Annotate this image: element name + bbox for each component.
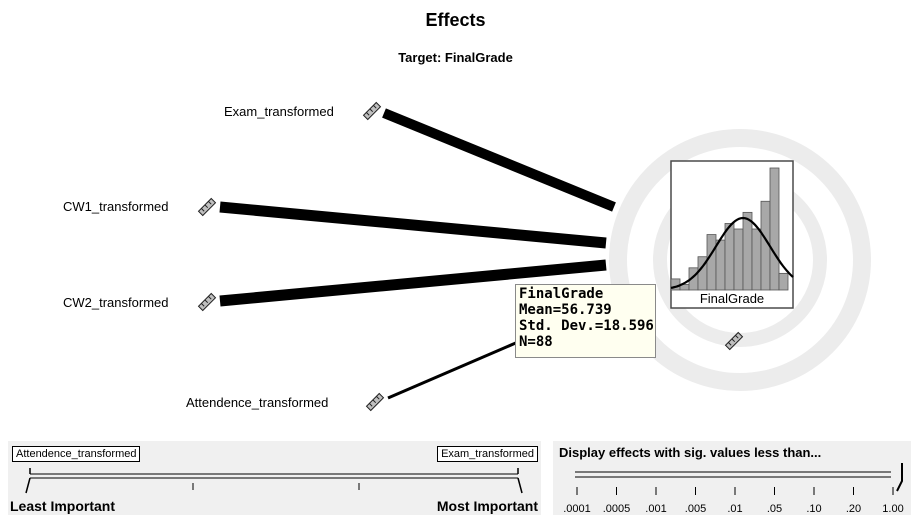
ruler-icon xyxy=(362,101,382,121)
importance-right-box: Exam_transformed xyxy=(437,446,538,462)
histogram-bar xyxy=(715,239,726,291)
significance-title: Display effects with sig. values less th… xyxy=(559,445,822,460)
ruler-icon xyxy=(365,392,385,412)
importance-left-box: Attendence_transformed xyxy=(12,446,141,462)
effects-network xyxy=(197,101,871,412)
histogram-bar xyxy=(706,234,717,291)
importance-right-handle[interactable] xyxy=(517,468,523,494)
edge-cw1[interactable] xyxy=(219,201,607,249)
edge-attendence[interactable] xyxy=(387,340,519,400)
predictor-label-cw2[interactable]: CW2_transformed xyxy=(63,295,169,310)
significance-slider[interactable] xyxy=(553,441,911,515)
edge-exam[interactable] xyxy=(382,108,616,212)
histogram-bar xyxy=(751,228,762,291)
target-node[interactable] xyxy=(670,160,794,309)
tooltip-mean: Mean=56.739 xyxy=(519,302,612,318)
importance-panel: Attendence_transformed Exam_transformed … xyxy=(8,441,541,515)
target-label: FinalGrade xyxy=(699,291,765,306)
least-important-label: Least Important xyxy=(10,498,116,514)
significance-tick-label: .20 xyxy=(845,503,862,515)
significance-tick-label: .10 xyxy=(806,503,822,515)
tooltip-n: N=88 xyxy=(519,334,553,350)
importance-slider-track[interactable] xyxy=(8,441,541,515)
significance-tick-label: 1.00 xyxy=(882,503,904,515)
significance-tick-label: .01 xyxy=(727,503,743,515)
ruler-icon xyxy=(724,331,744,351)
predictor-label-attendence[interactable]: Attendence_transformed xyxy=(186,395,329,410)
ruler-icon xyxy=(197,292,217,312)
predictor-label-exam[interactable]: Exam_transformed xyxy=(224,104,334,119)
significance-handle[interactable] xyxy=(896,463,903,492)
significance-tick-label: .05 xyxy=(766,503,783,515)
significance-tick-label: .0005 xyxy=(602,503,631,515)
significance-tick-label: .005 xyxy=(684,503,707,515)
significance-tick-label: .0001 xyxy=(563,503,591,515)
ruler-icon xyxy=(197,197,217,217)
importance-left-handle[interactable] xyxy=(25,468,31,494)
target-ring-outer xyxy=(609,129,871,391)
predictor-label-cw1[interactable]: CW1_transformed xyxy=(63,199,169,214)
histogram-bar xyxy=(769,167,780,291)
chart-subtitle: Target: FinalGrade xyxy=(398,50,513,65)
normal-curve xyxy=(670,216,794,289)
significance-panel: Display effects with sig. values less th… xyxy=(553,441,911,515)
histogram-bar xyxy=(733,228,744,291)
histogram-bar xyxy=(742,211,753,291)
edge-cw2[interactable] xyxy=(219,259,607,307)
significance-tick-label: .001 xyxy=(645,503,667,515)
tooltip-title: FinalGrade xyxy=(519,286,604,302)
tooltip-std: Std. Dev.=18.596 xyxy=(519,318,654,334)
chart-title: Effects xyxy=(425,10,486,30)
most-important-label: Most Important xyxy=(436,498,538,514)
target-tooltip: FinalGrade Mean=56.739 Std. Dev.=18.596 … xyxy=(515,284,656,358)
target-histogram xyxy=(670,167,789,291)
histogram-bar xyxy=(724,223,735,291)
histogram-bar xyxy=(778,272,789,291)
